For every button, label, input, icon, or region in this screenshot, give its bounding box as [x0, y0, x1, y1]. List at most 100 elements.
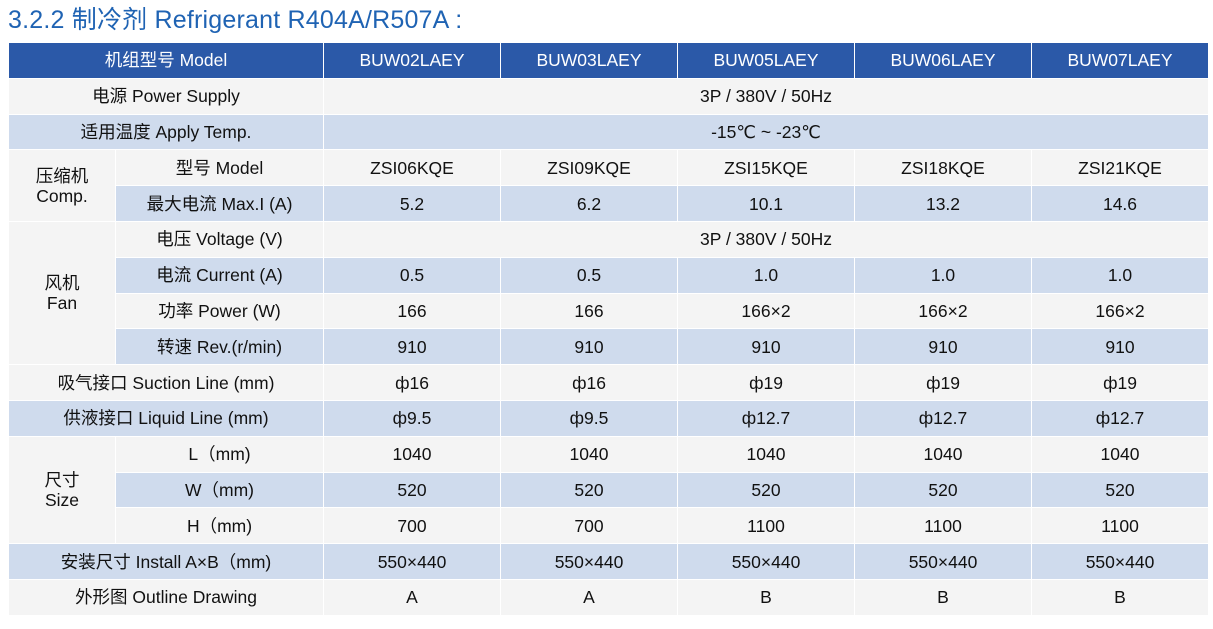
table-cell: 520 — [677, 471, 855, 509]
group-label-cn: 尺寸 — [44, 469, 80, 490]
header-model: BUW02LAEY — [323, 42, 501, 79]
table-cell: 1040 — [500, 435, 678, 473]
fan-voltage-value: 3P / 380V / 50Hz — [323, 220, 1209, 258]
row-label: 电源 Power Supply — [8, 77, 324, 115]
table-cell: A — [323, 578, 501, 616]
table-cell: 14.6 — [1031, 185, 1209, 222]
header-model: BUW07LAEY — [1031, 42, 1209, 79]
table-cell: 1040 — [854, 435, 1032, 473]
table-cell: 1.0 — [677, 256, 855, 294]
table-cell: 6.2 — [500, 185, 678, 222]
table-cell: 520 — [1031, 471, 1209, 509]
table-cell: 910 — [500, 328, 678, 366]
table-cell: 520 — [323, 471, 501, 509]
table-cell: 0.5 — [500, 256, 678, 294]
group-label-en: Comp. — [36, 185, 88, 206]
table-cell: ф19 — [1031, 364, 1209, 401]
table-cell: 1040 — [677, 435, 855, 473]
fan-current-row: 电流 Current (A) 0.5 0.5 1.0 1.0 1.0 — [9, 256, 1209, 294]
table-cell: 166 — [323, 292, 501, 330]
group-label-en: Fan — [46, 293, 78, 314]
liquid-line-row: 供液接口 Liquid Line (mm) ф9.5 ф9.5 ф12.7 ф1… — [8, 399, 1209, 437]
table-cell: 910 — [1031, 328, 1209, 366]
table-cell: 700 — [323, 507, 501, 545]
table-cell: A — [500, 578, 678, 616]
compressor-max-current-row: 最大电流 Max.I (A) 5.2 6.2 10.1 13.2 14.6 — [9, 185, 1209, 222]
table-cell: ZSI06KQE — [323, 149, 501, 187]
table-cell: 1.0 — [1031, 256, 1209, 294]
outline-drawing-row: 外形图 Outline Drawing A A B B B — [8, 578, 1209, 616]
table-cell: B — [854, 578, 1032, 616]
row-label: 转速 Rev.(r/min) — [115, 328, 324, 366]
row-label: 最大电流 Max.I (A) — [115, 185, 324, 222]
table-cell: 1100 — [1031, 507, 1209, 545]
table-cell: 550×440 — [1031, 543, 1209, 580]
fan-power-row: 功率 Power (W) 166 166 166×2 166×2 166×2 — [9, 292, 1209, 330]
header-row: 机组型号 Model BUW02LAEY BUW03LAEY BUW05LAEY… — [8, 42, 1209, 79]
apply-temp-row: 适用温度 Apply Temp. -15℃ ~ -23℃ — [8, 113, 1209, 151]
fan-group-label: 风机 Fan — [8, 220, 116, 366]
header-model-label: 机组型号 Model — [8, 42, 324, 79]
table-cell: 13.2 — [854, 185, 1032, 222]
size-group-label: 尺寸 Size — [8, 435, 116, 545]
table-cell: 550×440 — [854, 543, 1032, 580]
compressor-model-row: 压缩机 Comp. 型号 Model ZSI06KQE ZSI09KQE ZSI… — [8, 149, 1209, 222]
table-cell: ф9.5 — [323, 399, 501, 437]
table-cell: ZSI15KQE — [677, 149, 855, 187]
table-cell: 166 — [500, 292, 678, 330]
table-cell: 1100 — [677, 507, 855, 545]
table-cell: 5.2 — [323, 185, 501, 222]
table-cell: 520 — [854, 471, 1032, 509]
apply-temp-value: -15℃ ~ -23℃ — [323, 113, 1209, 151]
table-cell: ZSI09KQE — [500, 149, 678, 187]
table-cell: 166×2 — [854, 292, 1032, 330]
spec-table: 机组型号 Model BUW02LAEY BUW03LAEY BUW05LAEY… — [8, 42, 1209, 616]
row-label: L（mm) — [115, 435, 324, 473]
compressor-group-label: 压缩机 Comp. — [8, 149, 116, 222]
table-cell: 1040 — [1031, 435, 1209, 473]
row-label: 外形图 Outline Drawing — [8, 578, 324, 616]
install-size-row: 安装尺寸 Install A×B（mm) 550×440 550×440 550… — [8, 543, 1209, 580]
table-cell: ф12.7 — [854, 399, 1032, 437]
size-length-row: 尺寸 Size L（mm) 1040 1040 1040 1040 1040 — [8, 435, 1209, 545]
table-cell: 550×440 — [323, 543, 501, 580]
table-cell: 910 — [323, 328, 501, 366]
table-cell: 520 — [500, 471, 678, 509]
row-label: 吸气接口 Suction Line (mm) — [8, 364, 324, 401]
size-width-row: W（mm) 520 520 520 520 520 — [9, 471, 1209, 509]
table-cell: 0.5 — [323, 256, 501, 294]
table-cell: 910 — [854, 328, 1032, 366]
size-height-row: H（mm) 700 700 1100 1100 1100 — [9, 507, 1209, 545]
row-label: W（mm) — [115, 471, 324, 509]
row-label: 供液接口 Liquid Line (mm) — [8, 399, 324, 437]
fan-voltage-row: 风机 Fan 电压 Voltage (V) 3P / 380V / 50Hz — [8, 220, 1209, 366]
row-label: 功率 Power (W) — [115, 292, 324, 330]
row-label: H（mm) — [115, 507, 324, 545]
table-cell: ф16 — [323, 364, 501, 401]
table-cell: B — [1031, 578, 1209, 616]
group-label-en: Size — [44, 489, 80, 510]
power-supply-value: 3P / 380V / 50Hz — [323, 77, 1209, 115]
row-label: 适用温度 Apply Temp. — [8, 113, 324, 151]
table-cell: 550×440 — [500, 543, 678, 580]
page-title: 3.2.2 制冷剂 Refrigerant R404A/R507A : — [8, 6, 463, 34]
header-model: BUW05LAEY — [677, 42, 855, 79]
table-cell: ZSI21KQE — [1031, 149, 1209, 187]
suction-line-row: 吸气接口 Suction Line (mm) ф16 ф16 ф19 ф19 ф… — [8, 364, 1209, 401]
table-cell: ф19 — [677, 364, 855, 401]
table-cell: ф9.5 — [500, 399, 678, 437]
row-label: 型号 Model — [115, 149, 324, 187]
table-cell: ф16 — [500, 364, 678, 401]
group-label-cn: 压缩机 — [35, 165, 89, 186]
table-cell: ф12.7 — [677, 399, 855, 437]
row-label: 安装尺寸 Install A×B（mm) — [8, 543, 324, 580]
table-cell: B — [677, 578, 855, 616]
table-cell: ZSI18KQE — [854, 149, 1032, 187]
header-model: BUW03LAEY — [500, 42, 678, 79]
table-cell: 910 — [677, 328, 855, 366]
table-cell: ф12.7 — [1031, 399, 1209, 437]
table-cell: 166×2 — [1031, 292, 1209, 330]
table-cell: 10.1 — [677, 185, 855, 222]
row-label: 电压 Voltage (V) — [115, 220, 324, 258]
header-model: BUW06LAEY — [854, 42, 1032, 79]
